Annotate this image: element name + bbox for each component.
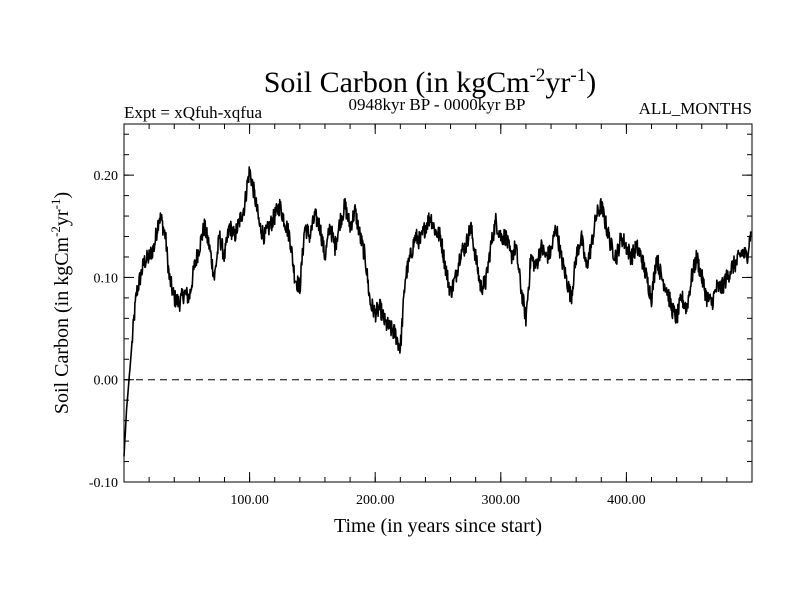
ylabel-mid: yr — [51, 209, 73, 226]
y-tick-label: -0.10 — [89, 476, 118, 491]
y-tick-label: 0.00 — [94, 374, 119, 389]
ylabel-sup1: -2 — [48, 226, 63, 237]
chart-title: Soil Carbon (in kgCm-2yr-1) — [264, 65, 597, 99]
subtitle-left: Expt = xQfuh-xqfua — [124, 103, 262, 122]
subtitle-center: 0948kyr BP - 0000kyr BP — [349, 95, 526, 114]
title-suffix: ) — [586, 66, 596, 99]
y-tick-label: 0.10 — [94, 271, 119, 286]
title-prefix: Soil Carbon (in kgCm — [264, 66, 530, 99]
y-axis-ticks: -0.10 0.00 0.10 0.20 — [89, 133, 752, 491]
subtitle-right: ALL_MONTHS — [639, 99, 752, 118]
x-axis-ticks: 100.00 200.00 300.00 400.00 — [148, 124, 728, 508]
y-axis-label: Soil Carbon (in kgCm-2yr-1) — [48, 192, 73, 414]
ylabel-suffix: ) — [51, 192, 73, 199]
y-tick-label: 0.20 — [94, 169, 119, 184]
plot-frame — [123, 123, 753, 483]
x-axis-label: Time (in years since start) — [334, 515, 542, 537]
title-sup1: -2 — [530, 65, 546, 86]
x-tick-label: 300.00 — [482, 493, 521, 508]
title-sup2: -1 — [570, 65, 586, 86]
ylabel-prefix: Soil Carbon (in kgCm — [51, 236, 73, 414]
x-tick-label: 200.00 — [356, 493, 395, 508]
x-tick-label: 400.00 — [607, 493, 646, 508]
title-mid: yr — [545, 66, 570, 99]
soil-carbon-series-line — [123, 166, 752, 457]
ylabel-sup2: -1 — [48, 199, 63, 210]
x-tick-label: 100.00 — [230, 493, 269, 508]
